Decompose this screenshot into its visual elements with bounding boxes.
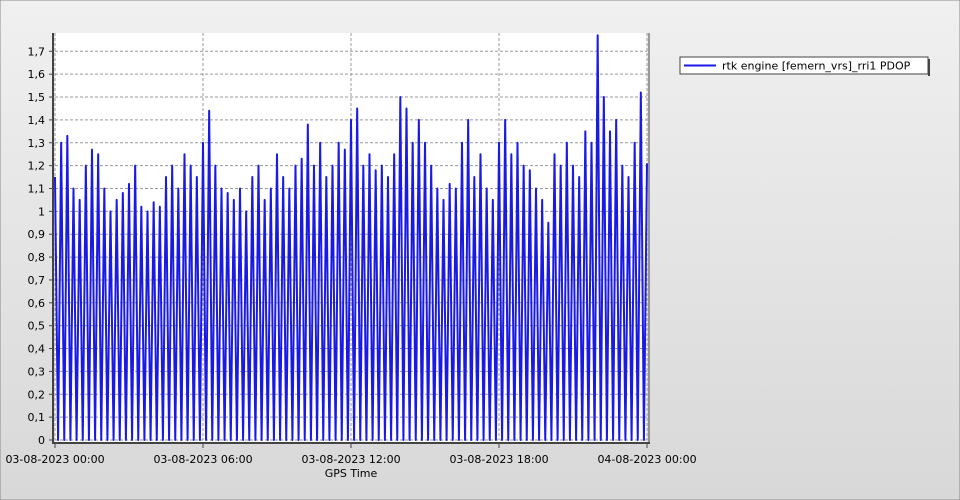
x-tick-label: 04-08-2023 00:00	[597, 453, 696, 466]
y-tick-label: 0	[38, 434, 45, 447]
y-tick-label: 0,9	[28, 228, 46, 241]
x-tick-label: 03-08-2023 12:00	[301, 453, 400, 466]
y-tick-label: 0,4	[28, 343, 46, 356]
y-tick-label: 1,5	[28, 91, 46, 104]
y-tick-label: 0,8	[28, 251, 46, 264]
y-tick-label: 0,5	[28, 320, 46, 333]
legend: rtk engine [femern_vrs]_rri1 PDOP	[679, 56, 930, 76]
y-tick-label: 1,2	[28, 160, 46, 173]
x-tick-label: 03-08-2023 00:00	[5, 453, 104, 466]
y-tick-label: 0,2	[28, 388, 46, 401]
data-line	[54, 34, 648, 441]
y-tick-label: 0,7	[28, 274, 46, 287]
y-tick-label: 1	[38, 205, 45, 218]
y-tick-label: 0,1	[28, 411, 46, 424]
y-tick-label: 1,3	[28, 137, 46, 150]
legend-shadow	[928, 59, 930, 76]
x-axis-title: GPS Time	[325, 467, 378, 480]
y-tick-label: 1,6	[28, 68, 46, 81]
legend-label: rtk engine [femern_vrs]_rri1 PDOP	[722, 60, 911, 73]
y-tick-label: 1,7	[28, 45, 46, 58]
x-tick-label: 03-08-2023 06:00	[153, 453, 252, 466]
y-tick-label: 0,6	[28, 297, 46, 310]
x-tick-label: 03-08-2023 18:00	[449, 453, 548, 466]
y-tick-label: 0,3	[28, 365, 46, 378]
y-tick-label: 1,1	[28, 182, 46, 195]
y-tick-label: 1,4	[28, 114, 46, 127]
